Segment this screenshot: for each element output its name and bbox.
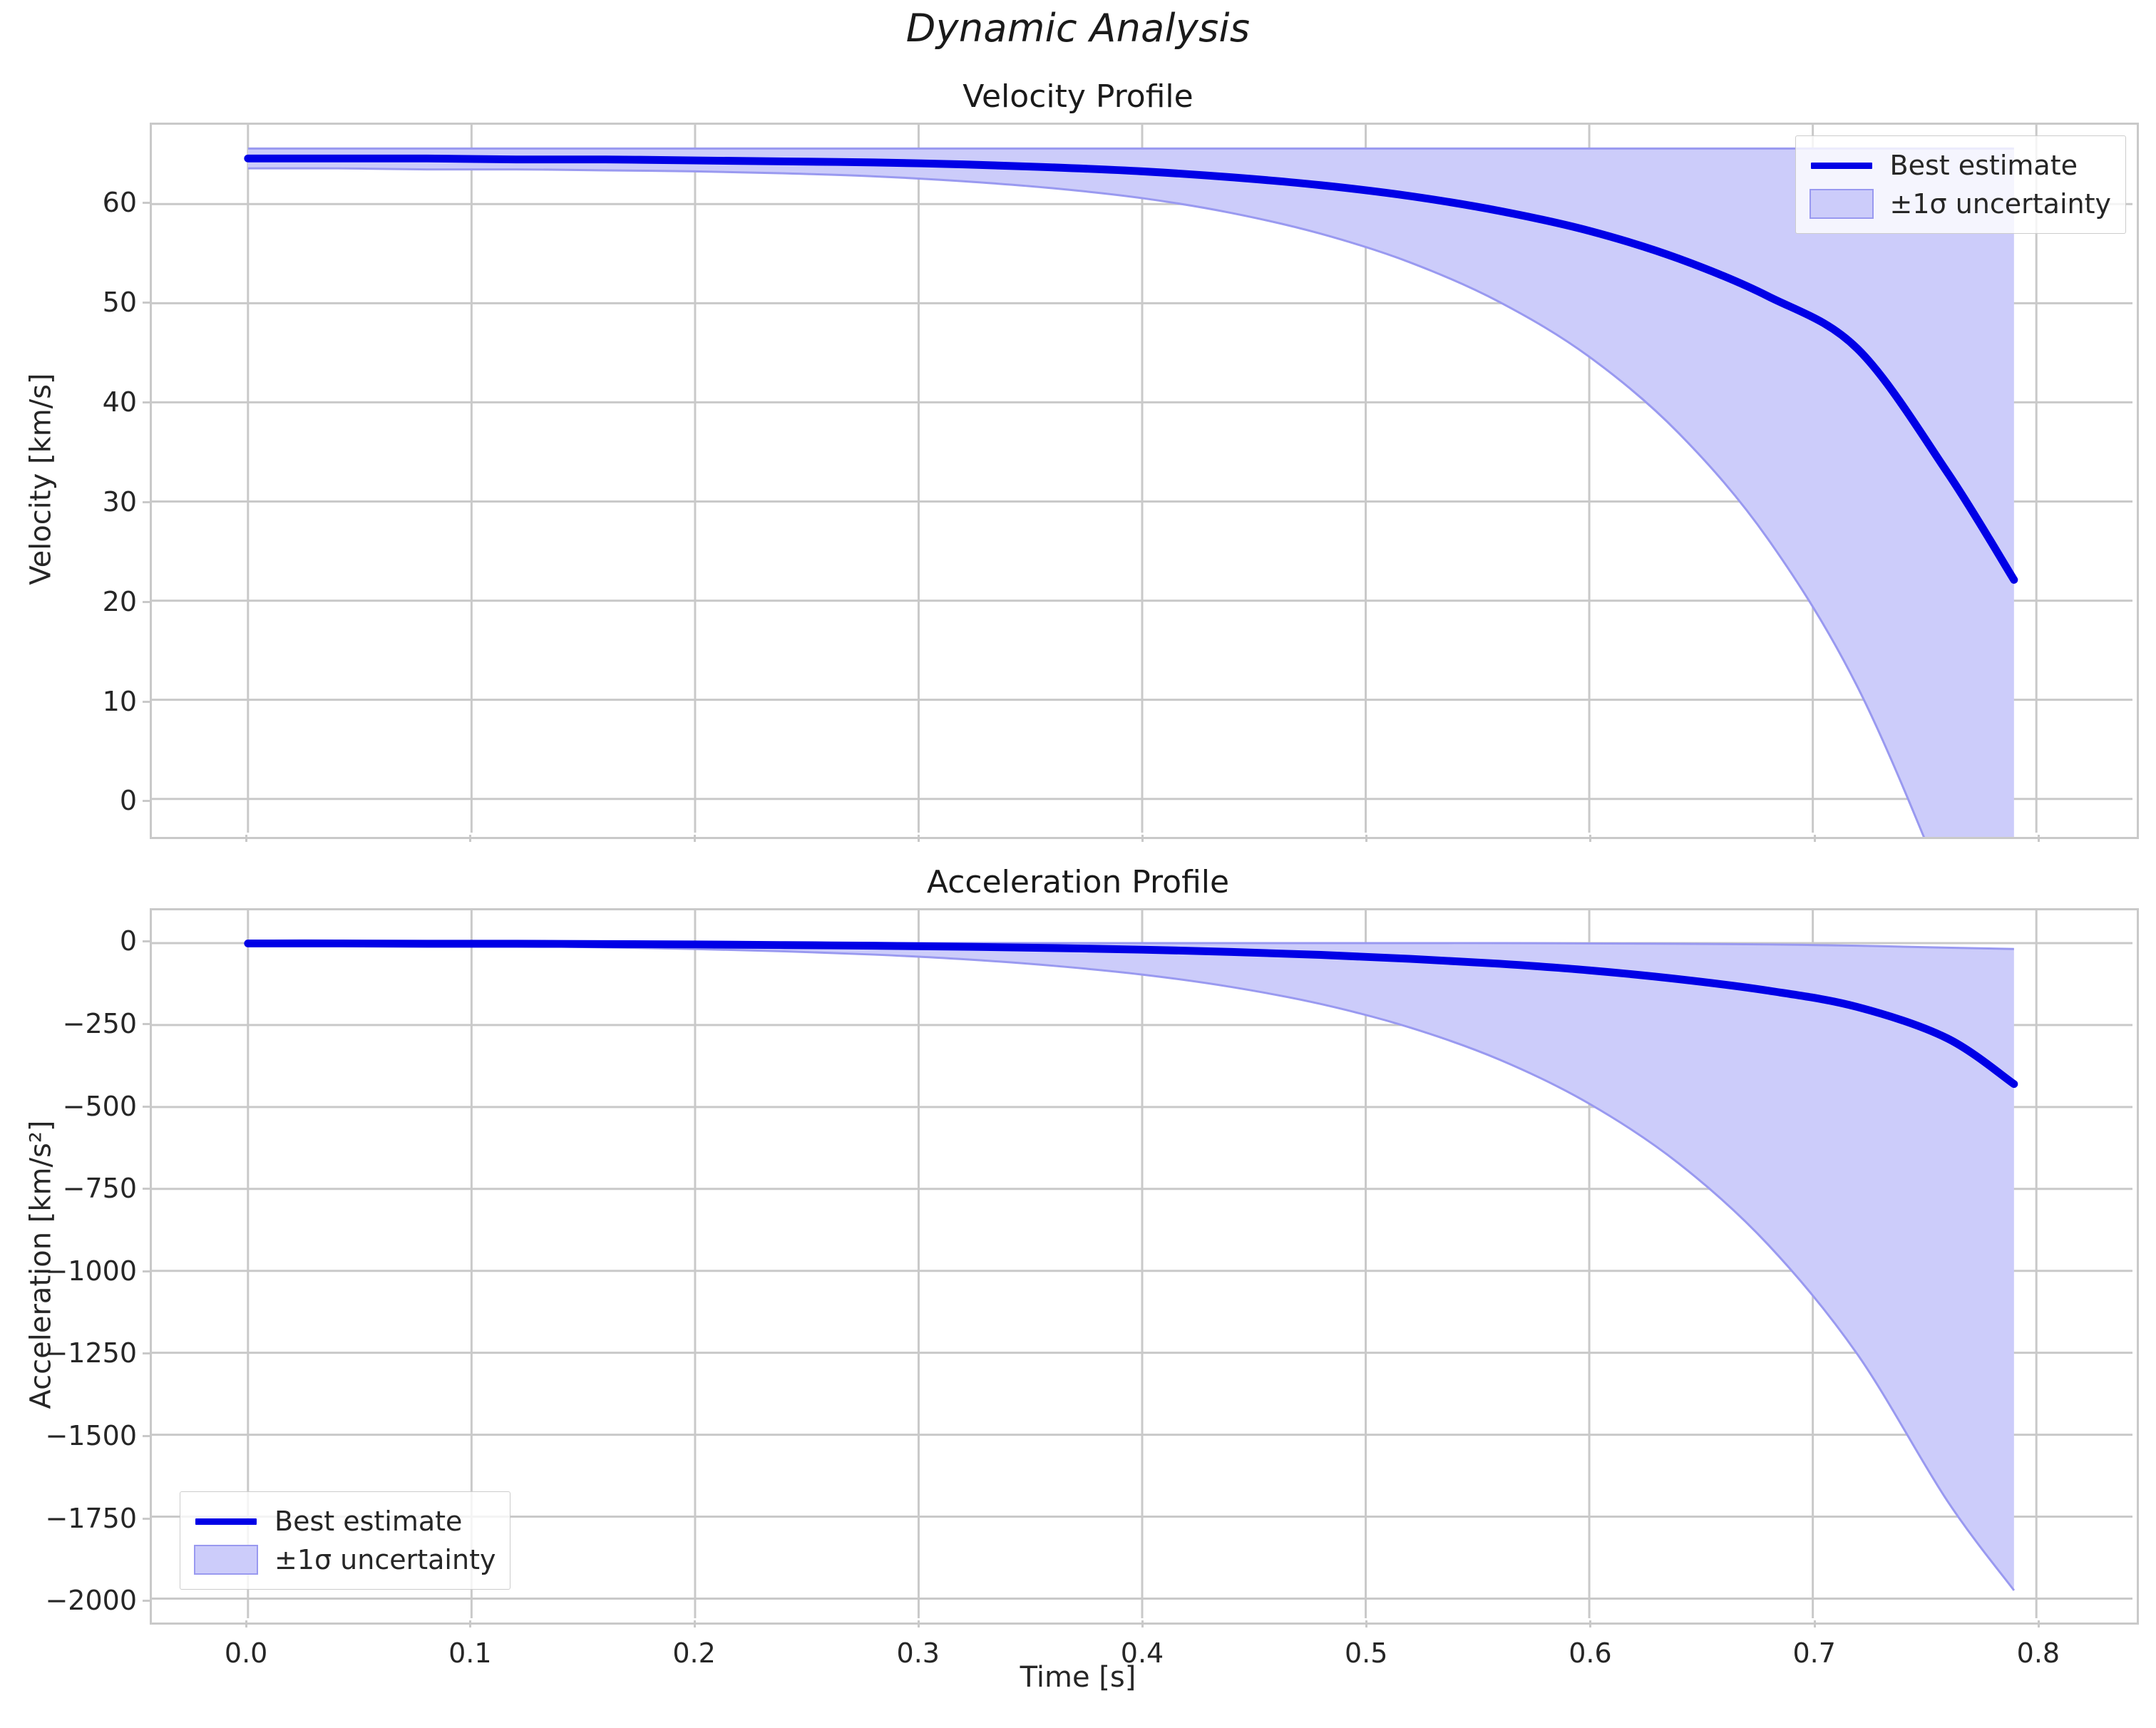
best-estimate-line <box>244 939 2018 1089</box>
legend-label-best-estimate: Best estimate <box>274 1506 463 1537</box>
x-tick-mark <box>1365 1620 1368 1627</box>
x-tick-mark <box>2037 1620 2040 1627</box>
velocity-plot-svg <box>152 125 2133 837</box>
x-tick-mark <box>1589 1620 1592 1627</box>
y-tick-label: 50 <box>102 286 137 318</box>
y-tick-label: −500 <box>62 1090 137 1122</box>
y-tick-mark <box>143 1105 150 1108</box>
legend-patch-key-icon <box>192 1545 260 1575</box>
acceleration-plot-svg <box>152 910 2133 1619</box>
x-tick-mark <box>245 835 248 842</box>
uncertainty-band <box>247 148 2014 837</box>
y-tick-label: 0 <box>119 785 137 817</box>
legend-row-best-estimate: Best estimate <box>1807 146 2111 185</box>
best-estimate-line <box>244 154 2018 584</box>
y-tick-mark <box>143 500 150 503</box>
acceleration-legend: Best estimate ±1σ uncertainty <box>180 1491 511 1590</box>
y-tick-mark <box>143 1517 150 1520</box>
figure-suptitle: Dynamic Analysis <box>905 6 1251 51</box>
acceleration-axes <box>150 908 2139 1625</box>
y-tick-label: −1250 <box>45 1337 137 1369</box>
velocity-subplot-title: Velocity Profile <box>962 78 1194 115</box>
x-tick-label: 0.7 <box>1792 1637 1836 1669</box>
y-tick-mark <box>143 301 150 304</box>
y-tick-mark <box>143 800 150 803</box>
y-tick-label: −750 <box>62 1173 137 1205</box>
velocity-legend: Best estimate ±1σ uncertainty <box>1795 135 2126 234</box>
y-tick-label: 20 <box>102 585 137 617</box>
acceleration-y-axis-label: Acceleration [km/s²] <box>24 1120 57 1409</box>
x-tick-mark <box>2037 835 2040 842</box>
x-tick-mark <box>917 1620 920 1627</box>
y-tick-label: −2000 <box>45 1585 137 1617</box>
y-tick-mark <box>143 401 150 403</box>
y-tick-mark <box>143 1022 150 1025</box>
y-tick-mark <box>143 600 150 603</box>
y-tick-label: −1500 <box>45 1420 137 1451</box>
x-tick-mark <box>917 835 920 842</box>
y-tick-label: 10 <box>102 685 137 717</box>
velocity-y-axis-label: Velocity [km/s] <box>24 372 58 585</box>
x-tick-label: 0.0 <box>224 1637 268 1669</box>
y-tick-label: 0 <box>119 925 137 957</box>
y-tick-mark <box>143 201 150 204</box>
y-tick-mark <box>143 1435 150 1437</box>
y-tick-label: −250 <box>62 1007 137 1039</box>
uncertainty-band-lower-edge <box>247 167 1926 837</box>
uncertainty-band <box>247 942 2014 1590</box>
y-tick-label: 60 <box>102 186 137 218</box>
x-tick-mark <box>1813 835 1816 842</box>
legend-label-best-estimate: Best estimate <box>1889 150 2078 181</box>
x-tick-mark <box>1141 835 1144 842</box>
x-tick-label: 0.6 <box>1569 1637 1612 1669</box>
legend-label-uncertainty: ±1σ uncertainty <box>274 1544 496 1575</box>
x-tick-mark <box>469 835 472 842</box>
y-tick-mark <box>143 700 150 703</box>
y-tick-mark <box>143 1188 150 1190</box>
x-axis-label: Time [s] <box>1020 1661 1136 1694</box>
x-tick-mark <box>1813 1620 1816 1627</box>
x-tick-label: 0.1 <box>448 1637 492 1669</box>
acceleration-subplot-title: Acceleration Profile <box>926 864 1230 900</box>
x-tick-label: 0.4 <box>1120 1637 1164 1669</box>
legend-label-uncertainty: ±1σ uncertainty <box>1889 188 2111 220</box>
legend-row-uncertainty: ±1σ uncertainty <box>1807 185 2111 223</box>
x-tick-mark <box>1365 835 1368 842</box>
legend-row-uncertainty: ±1σ uncertainty <box>192 1541 496 1579</box>
x-tick-label: 0.5 <box>1345 1637 1388 1669</box>
velocity-axes <box>150 123 2139 839</box>
legend-line-key-icon <box>192 1518 260 1525</box>
x-tick-mark <box>1589 835 1592 842</box>
x-tick-label: 0.2 <box>672 1637 716 1669</box>
y-tick-mark <box>143 1352 150 1355</box>
y-tick-label: 30 <box>102 485 137 518</box>
velocity-plot-clip <box>152 125 2137 837</box>
y-tick-label: −1000 <box>45 1255 137 1287</box>
y-tick-mark <box>143 1600 150 1603</box>
x-tick-mark <box>1141 1620 1144 1627</box>
x-tick-mark <box>693 1620 696 1627</box>
y-tick-label: 40 <box>102 386 137 418</box>
x-tick-label: 0.3 <box>896 1637 940 1669</box>
legend-row-best-estimate: Best estimate <box>192 1502 496 1541</box>
x-tick-mark <box>469 1620 472 1627</box>
y-tick-label: −1750 <box>45 1502 137 1534</box>
x-tick-mark <box>245 1620 248 1627</box>
acceleration-plot-clip <box>152 910 2137 1622</box>
y-tick-mark <box>143 1270 150 1272</box>
y-tick-mark <box>143 940 150 943</box>
legend-line-key-icon <box>1807 162 1876 169</box>
x-tick-mark <box>693 835 696 842</box>
legend-patch-key-icon <box>1807 189 1876 219</box>
x-tick-label: 0.8 <box>2016 1637 2060 1669</box>
